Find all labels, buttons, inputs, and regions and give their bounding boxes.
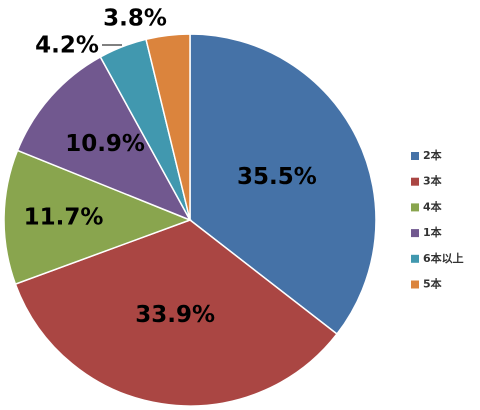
data-labels: 35.5% 33.9% 11.7% 10.9% 4.2%3.8% [24,6,317,329]
data-label-5: 4.2% [35,33,99,59]
legend-swatch-4 [411,229,419,238]
pie-slice-6 [145,33,191,221]
data-label-4: 10.9% [65,131,145,157]
data-label-3: 11.7% [24,205,104,231]
pie-slice-1 [189,33,377,336]
data-label-2: 33.9% [135,302,215,328]
legend-label-6: 5本 [423,277,442,291]
legend-swatch-6 [411,280,419,289]
data-label-6: 3.8% [103,6,167,32]
legend-swatch-3 [411,203,419,212]
legend-label-3: 4本 [423,199,442,213]
legend-label-4: 1本 [423,225,442,239]
pie-slices [3,33,377,407]
legend-swatch-2 [411,177,419,186]
pie-slice-4 [16,55,192,222]
legend-label-2: 3本 [423,174,442,188]
pie-slice-2 [14,219,339,407]
legend: 2本 3本 4本 1本 6本以上 5本 [411,148,464,291]
data-label-1: 35.5% [237,164,317,190]
legend-swatch-1 [411,152,419,160]
legend-label-1: 2本 [423,148,442,162]
pie-slice-3 [3,149,193,286]
legend-swatch-5 [411,254,419,263]
legend-label-5: 6本以上 [423,251,464,265]
